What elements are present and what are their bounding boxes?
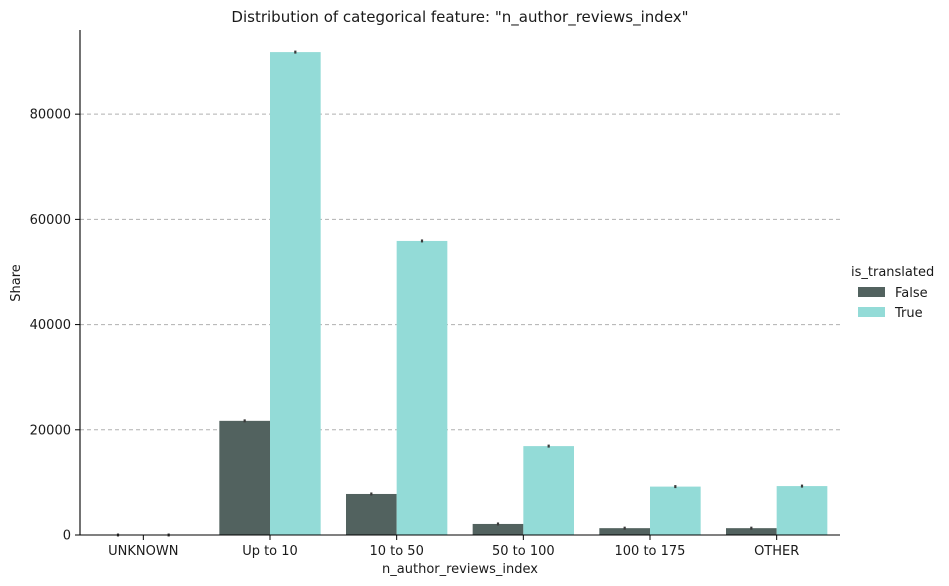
x-tick-label: 100 to 175: [615, 544, 686, 559]
bar-true-3: [523, 446, 574, 535]
legend-swatch-false: [858, 287, 885, 297]
legend-label-true: True: [894, 306, 923, 321]
y-tick-label: 40000: [30, 318, 71, 333]
x-tick-label: 50 to 100: [492, 544, 555, 559]
bar-false-5: [726, 528, 777, 535]
x-tick-label: 10 to 50: [369, 544, 423, 559]
bar-true-4: [650, 486, 701, 535]
gridlines: [80, 113, 840, 431]
bar-true-1: [270, 52, 321, 535]
x-axis-label: n_author_reviews_index: [382, 562, 538, 577]
bar-true-5: [776, 486, 828, 535]
bar-true-2: [396, 240, 448, 536]
axes: [79, 30, 840, 536]
x-tick-label: UNKNOWN: [108, 544, 178, 559]
legend-title: is_translated: [851, 265, 934, 280]
y-tick-label: 60000: [30, 213, 71, 228]
x-tick-label: OTHER: [754, 544, 799, 559]
legend-swatch-true: [858, 307, 885, 317]
chart-title: Distribution of categorical feature: "n_…: [231, 8, 688, 27]
bars: [219, 52, 828, 536]
y-axis-label: Share: [9, 264, 24, 302]
bar-false-1: [219, 420, 270, 535]
x-tick-label: Up to 10: [242, 544, 298, 559]
y-ticks: 0 20000 40000 60000 80000: [30, 108, 80, 544]
bar-false-3: [472, 523, 524, 535]
legend: is_translated False True: [851, 265, 934, 321]
legend-label-false: False: [895, 286, 928, 301]
y-tick-label: 0: [63, 529, 71, 544]
y-tick-label: 20000: [30, 423, 71, 438]
bar-false-4: [599, 528, 650, 535]
bar-false-2: [346, 493, 397, 535]
x-ticks: UNKNOWN Up to 10 10 to 50 50 to 100 100 to 1…: [108, 535, 799, 559]
y-tick-label: 80000: [30, 108, 71, 123]
